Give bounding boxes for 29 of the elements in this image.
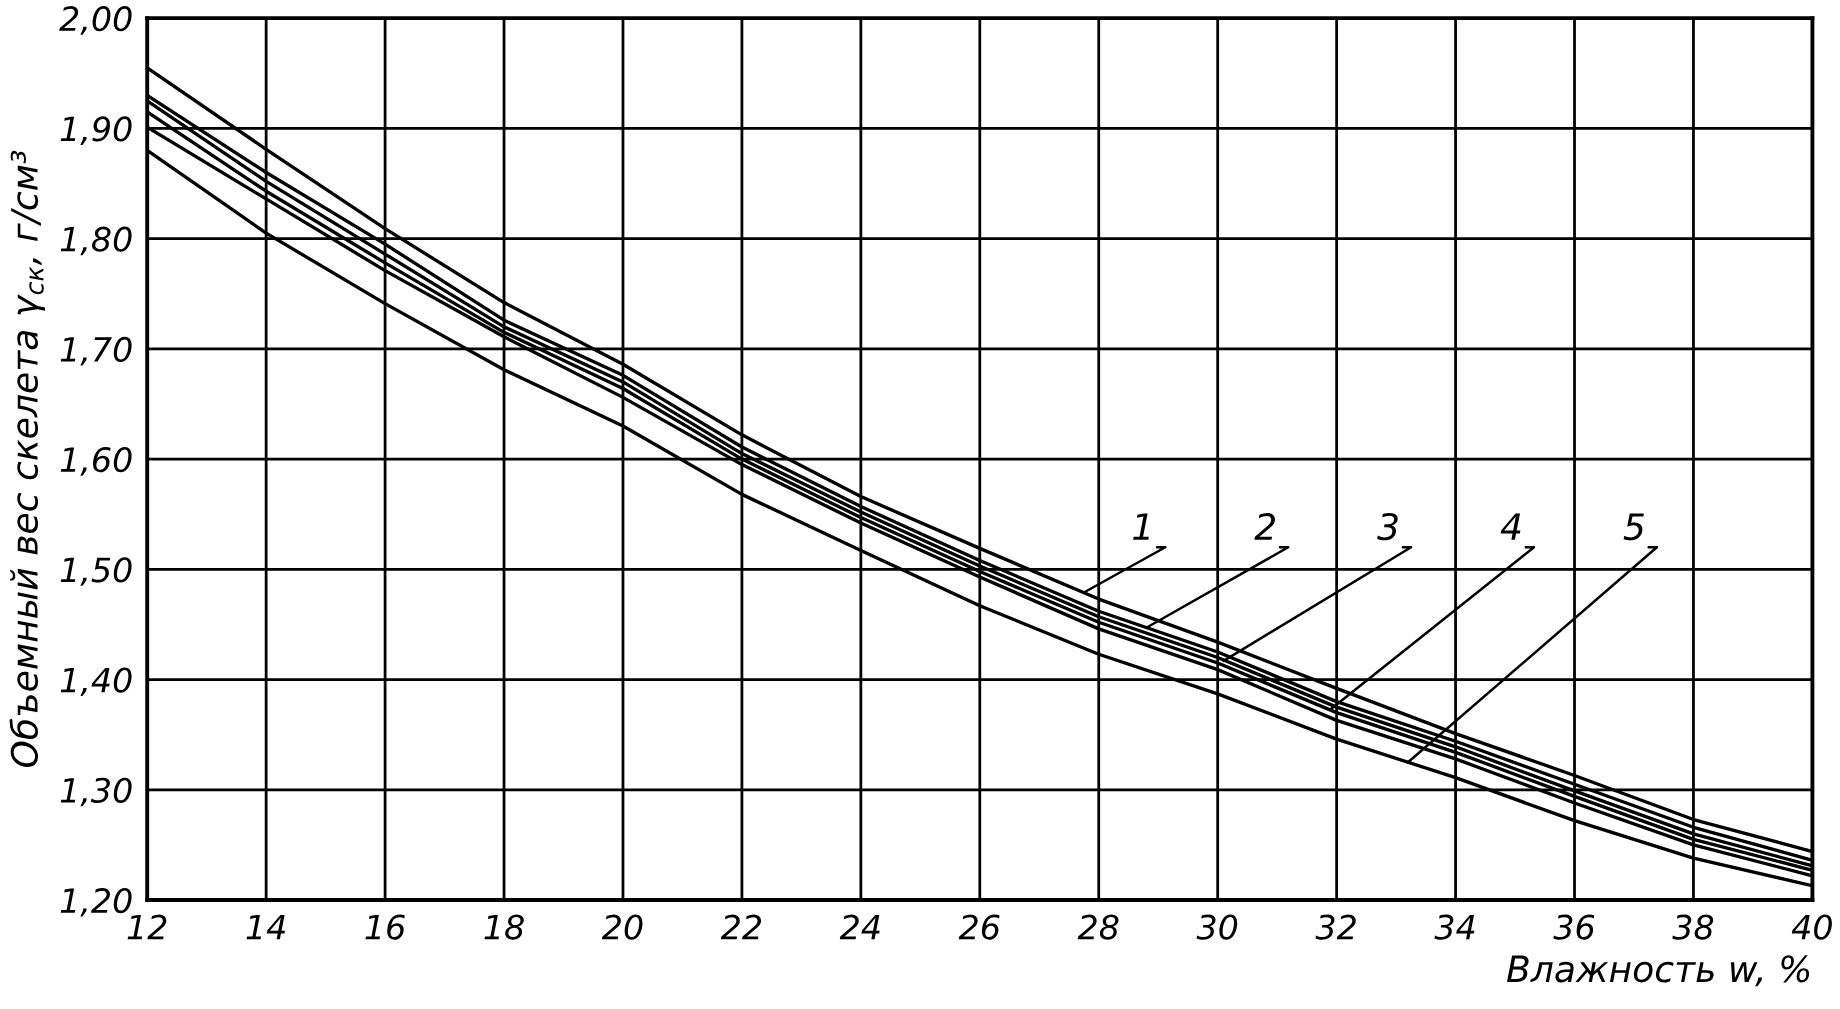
y-axis-title: Объемный вес скелета γ$_{ск}$, г/см³ (9, 150, 46, 768)
y-tick-label: 1,50 (60, 557, 132, 586)
x-tick-label: 40 (1791, 914, 1832, 940)
x-tick-label: 14 (246, 914, 285, 940)
x-tick-label: 18 (484, 914, 524, 940)
y-tick-label: 2,00 (59, 6, 132, 35)
y-tick-label: 1,40 (60, 667, 132, 697)
x-tick-label: 16 (365, 914, 405, 940)
x-tick-label: 34 (1434, 914, 1475, 940)
annotation: 3 (1377, 512, 1398, 541)
y-tick-label: 1,60 (60, 447, 132, 476)
annotation: 1 (1133, 513, 1149, 540)
x-tick-label: 38 (1672, 914, 1714, 940)
x-tick-label: 22 (720, 914, 762, 940)
y-tick-label: 1,30 (60, 777, 132, 807)
x-axis-title: Влажность w, % (1507, 955, 1810, 987)
y-tick-label: 1,90 (60, 116, 132, 145)
x-tick-label: 24 (839, 914, 880, 940)
x-tick-label: 20 (601, 914, 643, 940)
x-tick-label: 36 (1553, 914, 1595, 940)
annotation: 4 (1500, 513, 1521, 540)
annotation: 2 (1254, 512, 1275, 540)
y-tick-label: 1,80 (60, 226, 132, 256)
x-tick-label: 28 (1077, 914, 1119, 940)
annotation: 5 (1623, 513, 1644, 541)
x-tick-label: 32 (1315, 914, 1356, 940)
y-tick-label: 1,70 (60, 336, 132, 366)
x-tick-label: 30 (1196, 914, 1238, 940)
x-tick-label: 26 (958, 914, 1000, 940)
